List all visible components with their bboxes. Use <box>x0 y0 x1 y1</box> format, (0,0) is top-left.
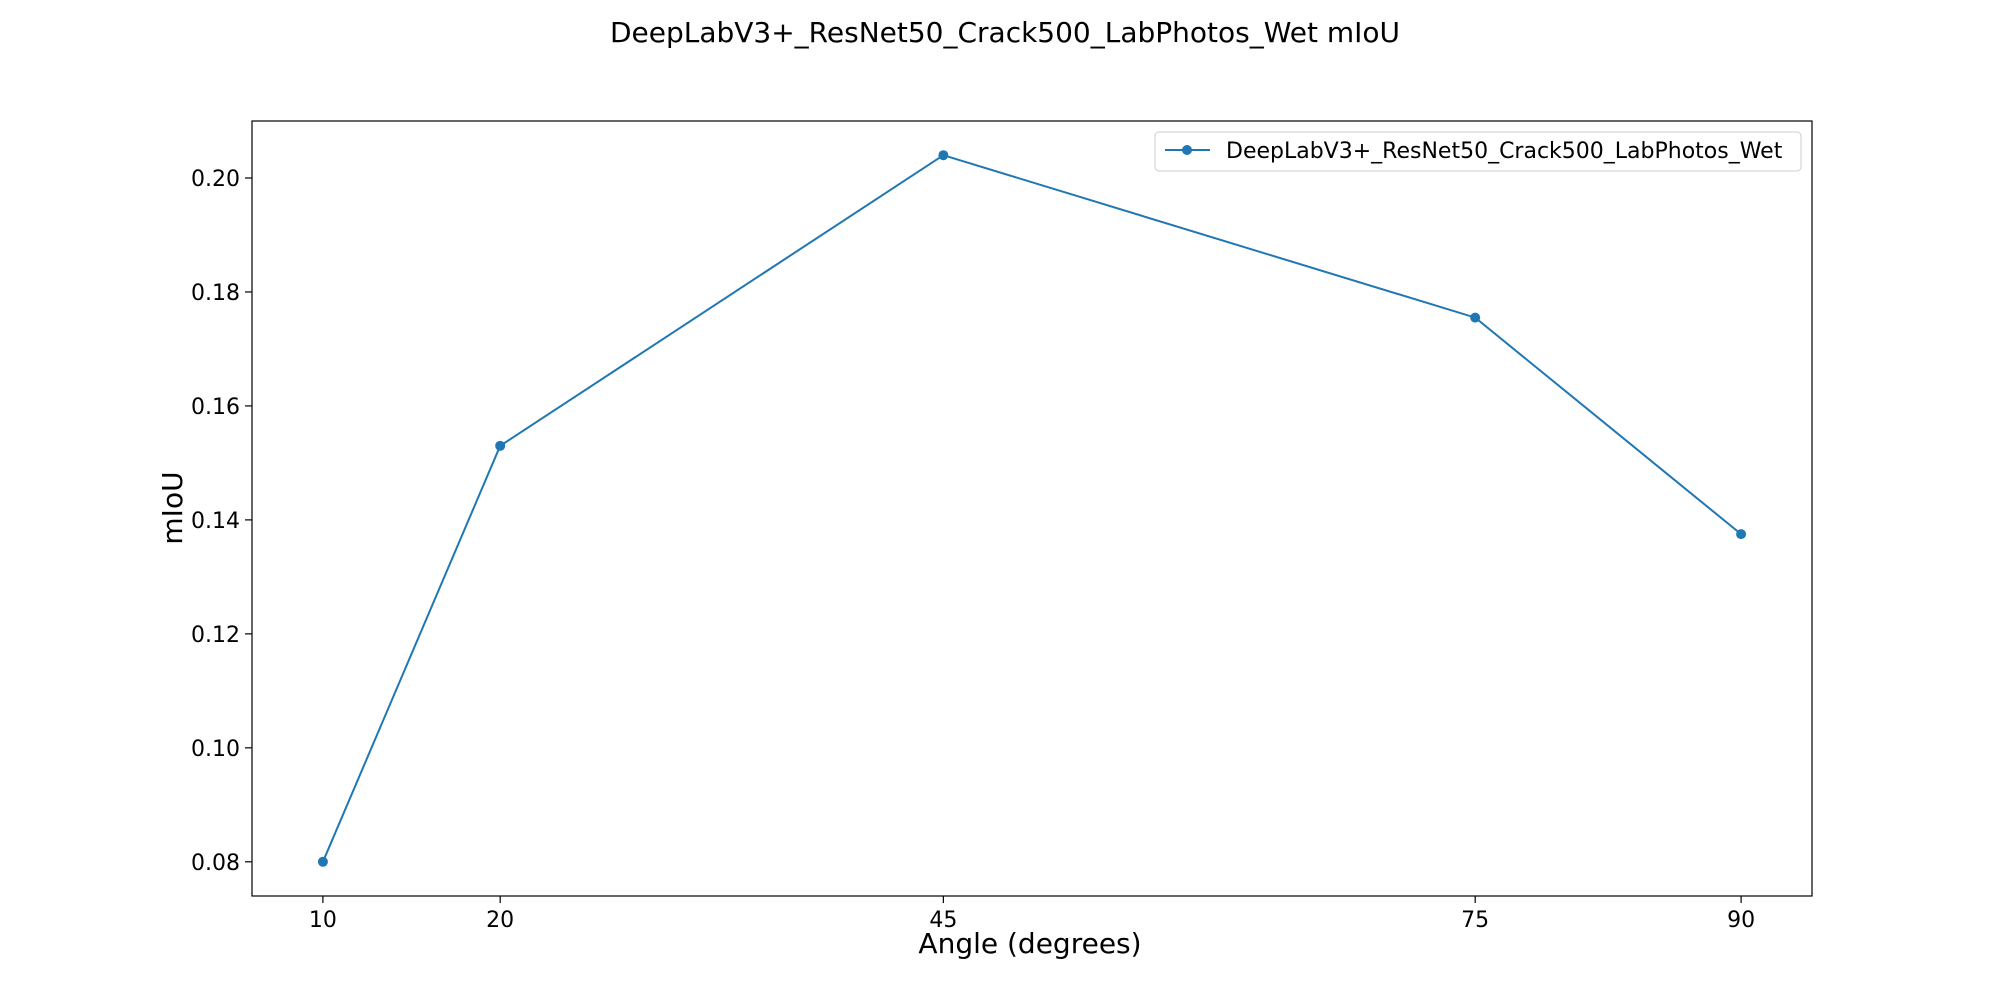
x-tick-label: 75 <box>1461 908 1489 933</box>
series-layer <box>317 150 1747 867</box>
legend-box <box>1154 131 1802 172</box>
x-tick-label: 20 <box>486 908 514 933</box>
data-point <box>495 440 506 451</box>
data-point <box>317 856 328 867</box>
data-point <box>938 150 949 161</box>
data-point <box>1736 529 1747 540</box>
y-tick-label: 0.08 <box>191 851 240 876</box>
y-tick-label: 0.20 <box>191 167 240 192</box>
y-tick-label: 0.10 <box>191 737 240 762</box>
legend-point-marker <box>1182 145 1192 155</box>
legend-entry: DeepLabV3+_ResNet50_Crack500_LabPhotos_W… <box>1226 139 1783 164</box>
legend: DeepLabV3+_ResNet50_Crack500_LabPhotos_W… <box>1154 131 1802 172</box>
y-tick-label: 0.14 <box>191 509 240 534</box>
plot-area <box>251 120 1813 897</box>
data-point <box>1470 312 1481 323</box>
x-tick-label: 45 <box>929 908 957 933</box>
y-tick-label: 0.18 <box>191 281 240 306</box>
series-line <box>321 154 1742 863</box>
chart-title: DeepLabV3+_ResNet50_Crack500_LabPhotos_W… <box>610 16 1400 49</box>
y-tick-label: 0.12 <box>191 623 240 648</box>
x-axis: 10 20 45 75 90 <box>309 896 1755 933</box>
y-axis: 0.08 0.10 0.12 0.14 0.16 0.18 0.20 <box>191 167 252 876</box>
y-axis-label: mIoU <box>156 471 189 544</box>
x-tick-label: 10 <box>309 908 337 933</box>
x-tick-label: 90 <box>1727 908 1755 933</box>
x-axis-label: Angle (degrees) <box>918 927 1141 960</box>
y-tick-label: 0.16 <box>191 395 240 420</box>
